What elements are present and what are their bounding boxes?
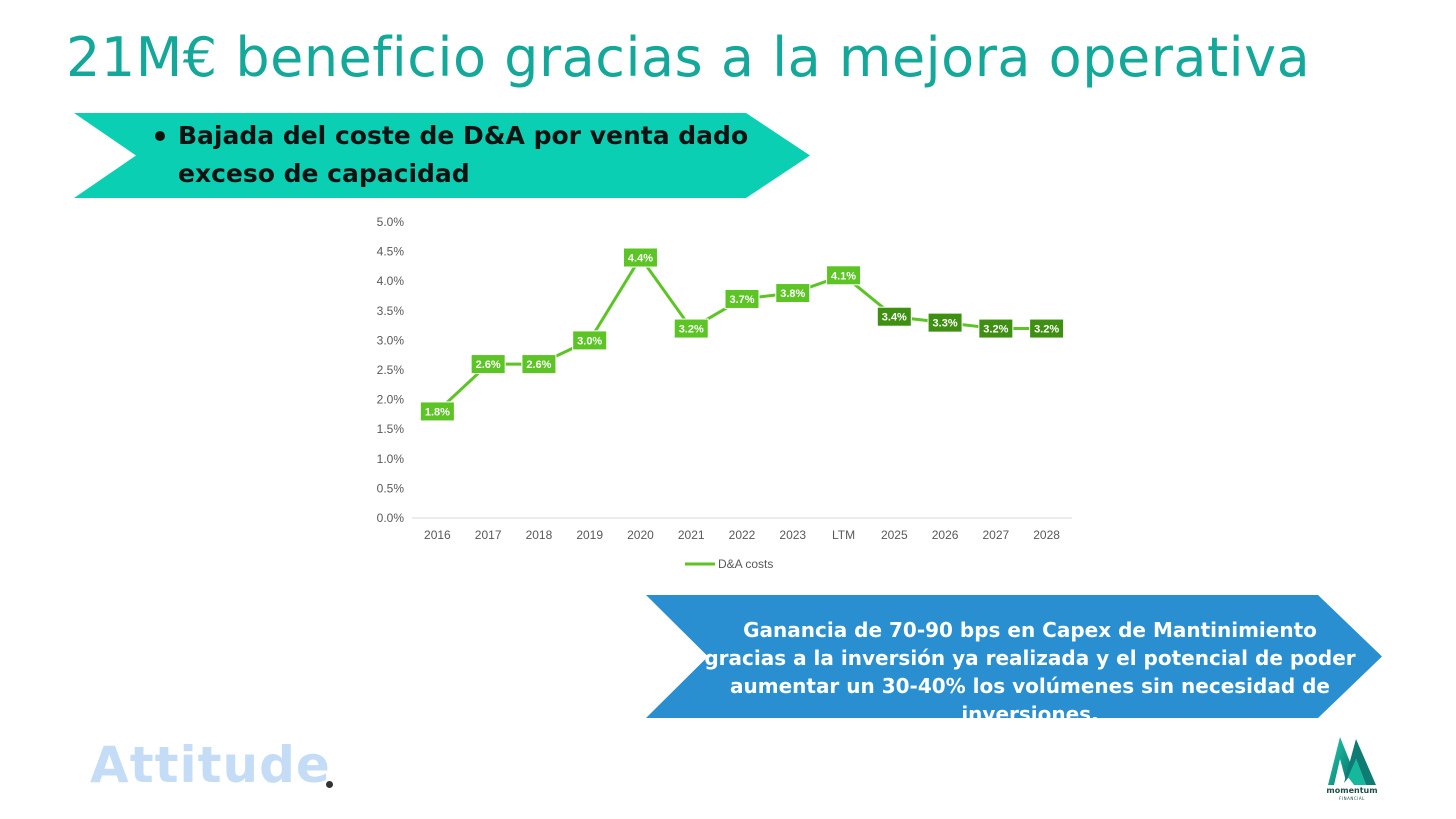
data-point-label-box xyxy=(622,247,658,268)
x-tick-label: 2027 xyxy=(982,528,1009,542)
data-point-label: 3.2% xyxy=(679,324,704,336)
data-point-label: 2.6% xyxy=(526,359,551,371)
data-point-label-box xyxy=(775,283,811,304)
data-point-label-box xyxy=(876,306,912,327)
data-point-label-box xyxy=(419,401,455,422)
top-banner-text: Bajada del coste de D&A por venta dado e… xyxy=(178,121,749,188)
x-tick-label: 2023 xyxy=(779,528,806,542)
data-point-label: 3.8% xyxy=(780,288,805,300)
y-tick-label: 0.0% xyxy=(377,511,405,525)
data-point-label: 3.2% xyxy=(1034,324,1059,336)
bullet-dot xyxy=(155,131,165,141)
y-tick-label: 1.0% xyxy=(377,452,405,466)
x-tick-label: 2025 xyxy=(881,528,908,542)
slide-title: 21M€ beneficio gracias a la mejora opera… xyxy=(66,26,1311,89)
y-tick-label: 2.0% xyxy=(377,393,405,407)
data-point-label-box xyxy=(572,330,608,351)
data-point-label-box xyxy=(724,288,760,309)
data-point-label: 3.4% xyxy=(882,312,907,324)
da-costs-line-chart: 0.0% 0.5% 1.0% 1.5% 2.0% 2.5% 3.0% 3.5% 4.0% 4.5%… xyxy=(377,215,1072,571)
data-point-label-box xyxy=(521,354,557,375)
y-tick-label: 4.5% xyxy=(377,245,405,259)
y-tick-label: 5.0% xyxy=(377,215,405,229)
x-tick-label: LTM xyxy=(832,528,855,542)
x-tick-label: 2026 xyxy=(932,528,959,542)
y-tick-label: 1.5% xyxy=(377,422,405,436)
bottom-banner-text: Ganancia de 70-90 bps en Capex de Mantin… xyxy=(704,618,1356,726)
x-tick-label: 2017 xyxy=(475,528,502,542)
attitude-brand-wordmark: Attitude xyxy=(90,736,331,794)
data-point-label: 3.3% xyxy=(933,318,958,330)
legend-label: D&A costs xyxy=(718,557,773,571)
data-point-label: 1.8% xyxy=(425,406,450,418)
y-tick-label: 0.5% xyxy=(377,481,405,495)
x-tick-label: 2021 xyxy=(678,528,705,542)
data-point-label: 3.0% xyxy=(577,335,602,347)
x-tick-label: 2028 xyxy=(1033,528,1060,542)
data-point-label-box xyxy=(470,354,506,375)
series-line xyxy=(436,256,1047,413)
top-banner-shape xyxy=(74,113,810,198)
y-tick-label: 3.0% xyxy=(377,333,405,347)
y-tick-label: 4.0% xyxy=(377,274,405,288)
bottom-banner xyxy=(646,595,1382,718)
x-tick-label: 2019 xyxy=(576,528,603,542)
x-tick-label: 2016 xyxy=(424,528,451,542)
y-tick-label: 3.5% xyxy=(377,304,405,318)
data-point-label: 3.2% xyxy=(983,324,1008,336)
data-point-label-box xyxy=(826,265,862,286)
data-point-label-box xyxy=(673,318,709,339)
y-tick-label: 2.5% xyxy=(377,363,405,377)
data-point-label: 4.4% xyxy=(628,253,653,265)
bottom-banner-shape xyxy=(646,595,1382,718)
x-tick-label: 2022 xyxy=(729,528,756,542)
data-point-label-box xyxy=(927,312,963,333)
logo-subtitle: FINANCIAL xyxy=(1339,796,1365,801)
data-point-label: 2.6% xyxy=(476,359,501,371)
top-banner xyxy=(74,113,810,198)
data-point-label: 3.7% xyxy=(729,294,754,306)
brand-dot xyxy=(326,781,333,788)
x-tick-label: 2020 xyxy=(627,528,654,542)
data-point-label-box xyxy=(978,318,1014,339)
data-point-label-box xyxy=(1029,318,1065,339)
x-tick-label: 2018 xyxy=(526,528,553,542)
logo-name: momentum xyxy=(1326,786,1378,795)
data-point-label: 4.1% xyxy=(831,270,856,282)
momentum-m-logo-icon xyxy=(1328,737,1376,785)
